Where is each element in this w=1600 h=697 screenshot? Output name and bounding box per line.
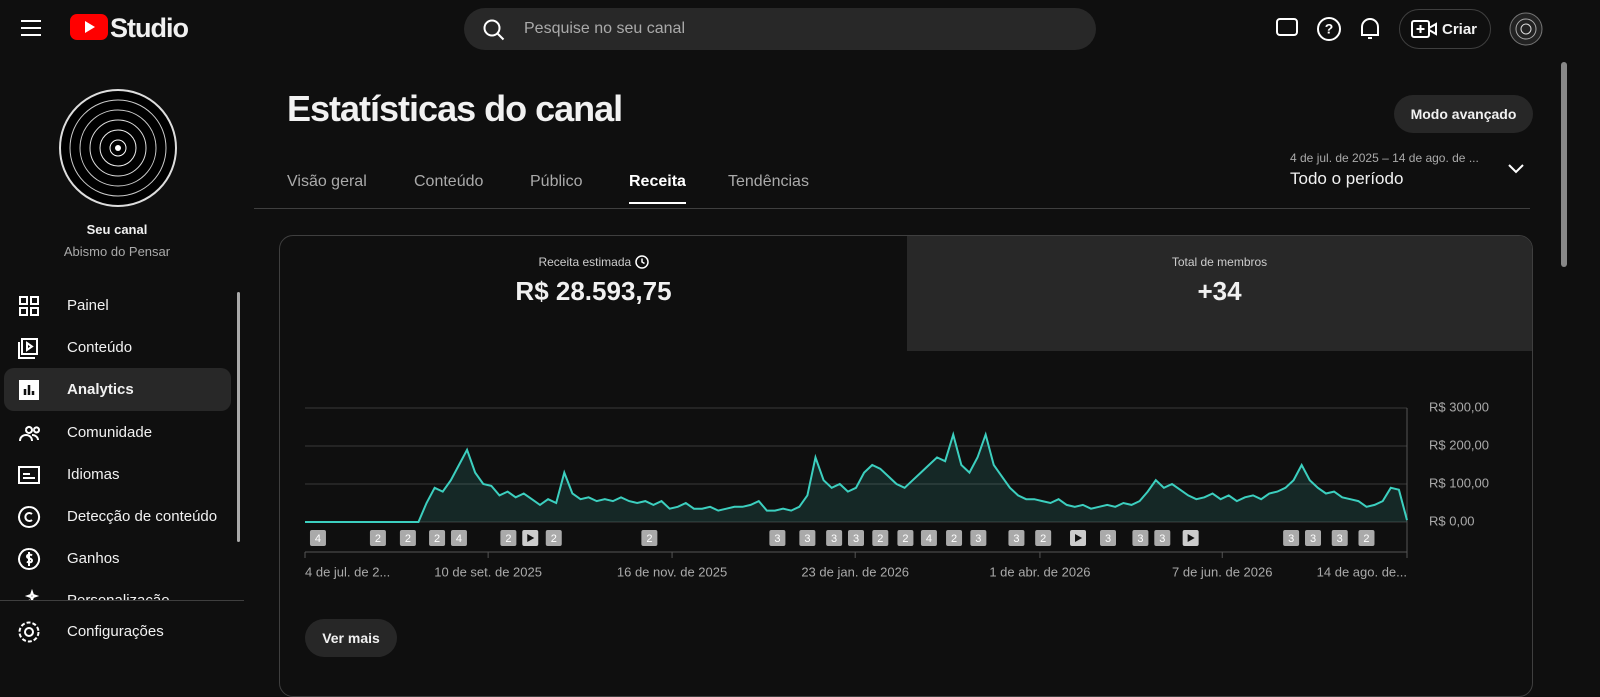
nav-icon: [19, 296, 39, 316]
nav-icon-path: [19, 296, 39, 316]
menu-button[interactable]: [20, 18, 42, 38]
nav-label: Comunidade: [67, 423, 153, 441]
period[interactable]: Todo o período: [1290, 169, 1404, 188]
nav-icon: [18, 338, 38, 360]
date-range[interactable]: 4 de jul. de 2025 – 14 de ago. de ...: [1290, 151, 1479, 165]
nav-item[interactable]: Idiomas: [4, 453, 231, 496]
metric-label-text: Receita estimada: [538, 255, 632, 269]
nav-icon-path: [18, 338, 38, 360]
metric-value: R$ 28.593,75: [515, 276, 672, 306]
nav-icon: [24, 589, 40, 600]
channel-name: Abismo do Pensar: [63, 244, 171, 259]
tab[interactable]: Público: [530, 173, 583, 190]
search-placeholder: Pesquise no seu canal: [524, 20, 685, 37]
page-scrollbar[interactable]: [1561, 62, 1567, 267]
search-icon: [483, 19, 505, 41]
sidebar-nav: Painel Conteúdo Analytics Comunidade Idiomas…: [0, 282, 240, 600]
metric-label: Total de membros: [1171, 255, 1268, 269]
nav-icon: [18, 465, 40, 484]
svg-text:?: ?: [1325, 21, 1334, 37]
nav-label: Configurações: [67, 623, 164, 640]
nav-item[interactable]: Personalização: [4, 579, 231, 600]
nav-icon-path: [18, 548, 41, 571]
header-icons[interactable]: ?: [1275, 16, 1385, 42]
nav-label: Conteúdo: [67, 339, 133, 357]
tabs-divider: [254, 208, 1530, 209]
nav-item[interactable]: Analytics: [4, 368, 231, 412]
channel-avatar[interactable]: [58, 88, 178, 208]
nav-item[interactable]: Ganhos: [4, 537, 231, 580]
nav-icon-path: [18, 465, 40, 484]
page: Studio Pesquise no seu canal ? Criar Seu…: [0, 8, 1567, 697]
nav-label: Ganhos: [67, 550, 120, 568]
nav-icon-path: [24, 589, 40, 600]
nav-label: Painel: [67, 297, 109, 314]
metric-tab[interactable]: [907, 236, 1532, 351]
nav-label: Personalização: [67, 592, 170, 600]
dropdown-icon[interactable]: [1507, 162, 1525, 176]
nav-icon: [19, 380, 39, 401]
sidebar-scrollbar[interactable]: [237, 292, 240, 542]
search-box[interactable]: Pesquise no seu canal: [464, 8, 1096, 50]
nav-item[interactable]: Configurações: [4, 610, 231, 653]
settings-icon: [18, 621, 40, 643]
nav-icon: [18, 506, 41, 528]
nav-icon-path: [18, 506, 41, 528]
nav-icon-path: [23, 385, 35, 396]
nav-label: Detecção de conteúdo: [67, 508, 218, 525]
divider: [0, 600, 244, 601]
nav-label: Analytics: [67, 381, 134, 399]
channel-label: Seu canal: [86, 222, 148, 237]
clock-icon: [634, 255, 649, 269]
logo-icon: [70, 14, 108, 40]
nav-label: Idiomas: [67, 465, 120, 483]
tab[interactable]: Tendências: [728, 173, 809, 190]
tab[interactable]: Receita: [629, 173, 686, 204]
tab[interactable]: Conteúdo: [414, 173, 484, 190]
nav-item[interactable]: Detecção de conteúdo: [4, 495, 231, 538]
nav-icon-path: [19, 425, 40, 441]
create-button[interactable]: Criar: [1399, 9, 1491, 49]
tab[interactable]: Visão geral: [287, 173, 367, 190]
create-label: Criar: [1442, 21, 1478, 38]
advanced-mode-button[interactable]: Modo avançado: [1394, 95, 1533, 133]
nav-item[interactable]: Comunidade: [4, 411, 231, 454]
see-more-button[interactable]: Ver mais: [305, 619, 397, 657]
logo-text[interactable]: Studio: [110, 13, 189, 43]
nav-icon: [18, 548, 41, 571]
nav-item[interactable]: Conteúdo: [4, 326, 231, 369]
metric-value: +34: [1197, 276, 1242, 306]
metric-label: Receita estimada: [280, 255, 907, 269]
create-icon: [1411, 20, 1437, 38]
card: Receita estimada R$ 28.593,75 Total de m…: [279, 235, 1533, 697]
nav-icon: [19, 425, 40, 441]
avatar[interactable]: [1509, 12, 1543, 46]
nav-item[interactable]: Painel: [4, 284, 231, 327]
page-title: Estatísticas do canal: [287, 88, 623, 129]
